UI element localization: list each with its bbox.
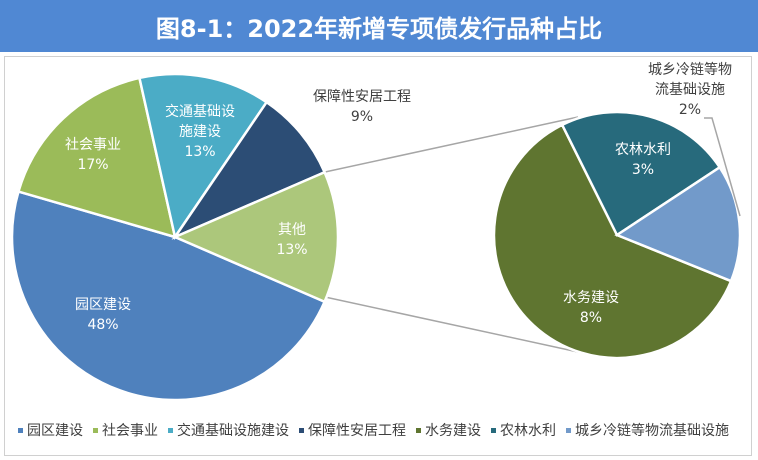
main-slice-0 [10, 189, 327, 402]
legend-label: 园区建设 [27, 423, 83, 439]
main-slice-4 [171, 170, 340, 304]
label-shuiwu: 水务建设 8% [563, 290, 619, 326]
chart-frame [4, 56, 752, 456]
label-baozhang: 保障性安居工程 9% [313, 89, 411, 125]
legend-swatch [299, 427, 304, 433]
legend-swatch [416, 427, 421, 433]
legend-swatch [566, 427, 571, 433]
main-slice-2 [137, 72, 269, 241]
secondary-slice-1 [560, 110, 722, 237]
legend-label: 水务建设 [425, 423, 481, 439]
chart-title: 图8-1：2022年新增专项债发行品种占比 [0, 0, 758, 52]
main-slice-3 [171, 100, 327, 240]
legend-label: 社会事业 [102, 423, 158, 439]
legend-label: 保障性安居工程 [308, 423, 406, 439]
secondary-slice-2 [614, 165, 742, 283]
legend-label: 农林水利 [500, 423, 556, 439]
legend-item: 社会事业 [93, 420, 158, 440]
label-qita: 其他 13% [276, 222, 308, 258]
label-jiaotong: 交通基础设 施建设 13% [165, 104, 235, 160]
legend-label: 城乡冷链等物流基础设施 [575, 423, 729, 439]
legend-swatch [491, 427, 496, 433]
legend-item: 水务建设 [416, 420, 481, 440]
secondary-slice-0 [492, 123, 733, 360]
main-slice-1 [16, 76, 177, 239]
connector-line-top [324, 116, 579, 173]
legend-swatch [93, 427, 98, 433]
label-chengxiang: 城乡冷链等物 流基础设施 2% [648, 62, 732, 118]
legend-swatch [168, 427, 173, 433]
legend-item: 保障性安居工程 [299, 420, 406, 440]
legend: 园区建设 社会事业 交通基础设施建设 保障性安居工程 水务建设 农林水利 城乡冷链等物流基础… [18, 420, 729, 440]
legend-item: 园区建设 [18, 420, 83, 440]
connector-line-bottom [324, 296, 579, 353]
legend-item: 农林水利 [491, 420, 556, 440]
label-nonglin: 农林水利 3% [615, 142, 671, 178]
legend-swatch [18, 427, 23, 433]
legend-item: 交通基础设施建设 [168, 420, 289, 440]
label-yuanqu: 园区建设 48% [75, 297, 131, 333]
label-shehui: 社会事业 17% [65, 137, 121, 173]
leader-line-chengxiang [704, 117, 741, 217]
legend-item: 城乡冷链等物流基础设施 [566, 420, 729, 440]
legend-label: 交通基础设施建设 [177, 423, 289, 439]
